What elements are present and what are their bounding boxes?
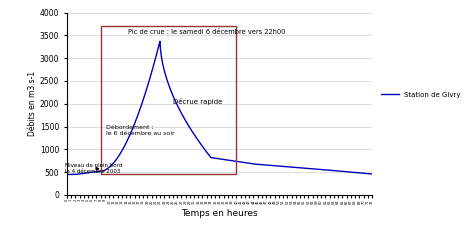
- Station de Givry: [360, 172, 366, 175]
- Station de Givry: [359, 172, 365, 175]
- Station de Givry: [204, 152, 210, 154]
- Station de Givry: [212, 157, 218, 160]
- Y-axis label: Débits en m3.s-1: Débits en m3.s-1: [28, 71, 37, 136]
- Text: Décrue rapide: Décrue rapide: [172, 98, 222, 105]
- Station de Givry: [64, 173, 69, 176]
- X-axis label: Temps en heures: Temps en heures: [181, 209, 257, 218]
- Station de Givry: [79, 172, 85, 175]
- Legend: Station de Givry: Station de Givry: [378, 89, 463, 101]
- Station de Givry: [157, 40, 162, 43]
- Bar: [100, 26, 236, 174]
- Text: Niveau de plein bord
le 4 décembre 2003: Niveau de plein bord le 4 décembre 2003: [65, 163, 122, 174]
- Station de Givry: [368, 172, 374, 176]
- Text: Débordement :
le 6 décembre au soir: Débordement : le 6 décembre au soir: [106, 124, 174, 136]
- Line: Station de Givry: Station de Givry: [67, 41, 371, 174]
- Text: Pic de crue : le samedi 6 décembre vers 22h00: Pic de crue : le samedi 6 décembre vers …: [128, 29, 285, 35]
- Station de Givry: [304, 167, 309, 170]
